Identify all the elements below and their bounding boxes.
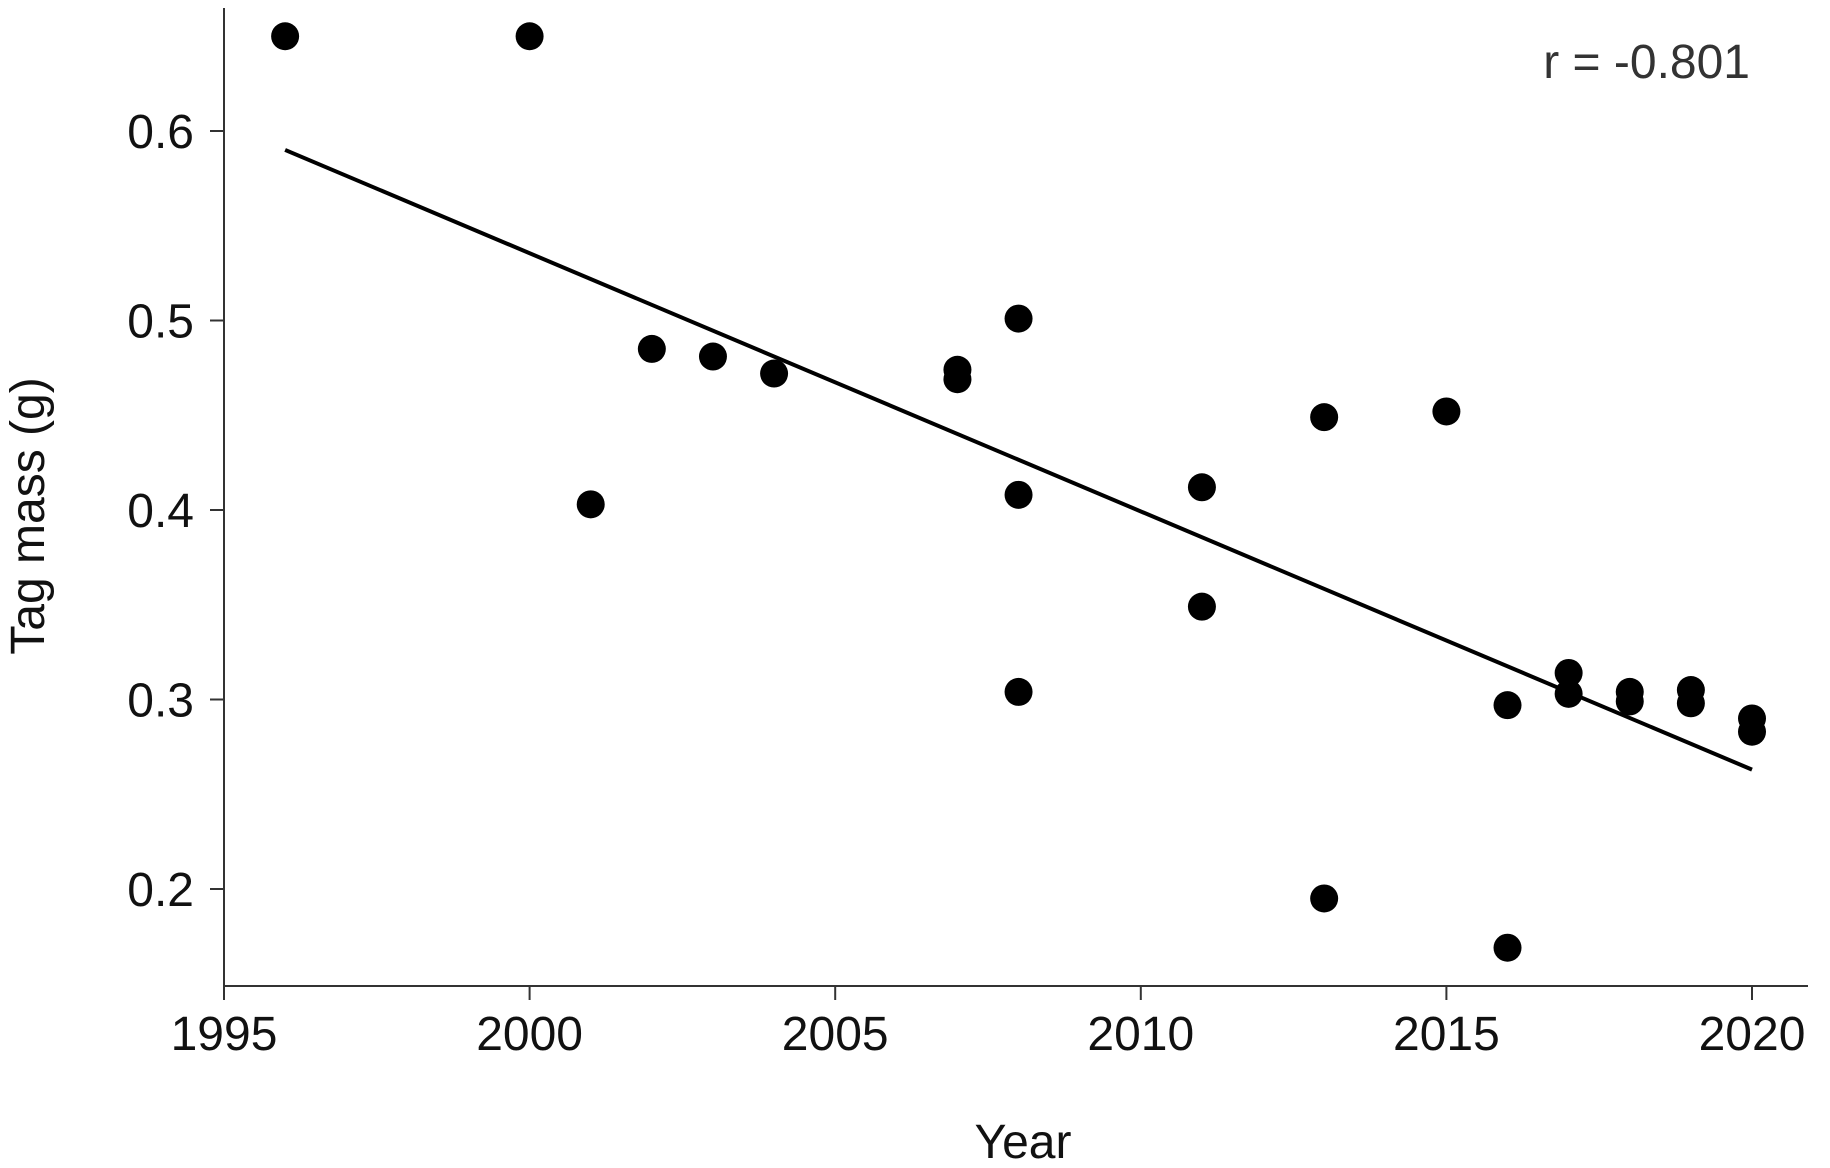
data-point [1004, 480, 1033, 509]
y-tick-label: 0.3 [127, 675, 194, 728]
data-point [1615, 687, 1644, 716]
data-point [1310, 403, 1339, 432]
data-points [271, 22, 1766, 962]
correlation-annotation: r = -0.801 [1543, 36, 1750, 89]
data-point [1738, 717, 1766, 746]
trend-line [284, 148, 1753, 772]
y-tick-label: 0.4 [127, 485, 194, 538]
data-point [1493, 691, 1522, 720]
x-tick-label: 2010 [1087, 1008, 1194, 1061]
data-point [271, 22, 300, 51]
data-point [1004, 677, 1033, 706]
data-point [1310, 884, 1339, 913]
data-point [1432, 397, 1461, 426]
data-point [1554, 679, 1583, 708]
x-tick-label: 2015 [1393, 1008, 1500, 1061]
data-point [1187, 592, 1216, 621]
data-point [1187, 473, 1216, 502]
data-point [760, 359, 789, 388]
data-point [1493, 933, 1522, 962]
data-point [698, 342, 727, 371]
y-tick-label: 0.5 [127, 296, 194, 349]
x-tick-label: 2020 [1699, 1008, 1806, 1061]
data-point [515, 22, 544, 51]
y-axis-label: Tag mass (g) [2, 377, 55, 654]
data-point [576, 490, 605, 519]
x-tick-label: 2000 [476, 1008, 583, 1061]
data-point [637, 334, 666, 363]
x-tick-label: 1995 [171, 1008, 278, 1061]
trend-line-group [284, 148, 1753, 772]
y-tick-label: 0.2 [127, 864, 194, 917]
x-tick-label: 2005 [782, 1008, 889, 1061]
data-point [1004, 304, 1033, 333]
data-point [1676, 689, 1705, 718]
data-point [1554, 658, 1583, 687]
data-point [943, 365, 972, 394]
axes: 1995 2000 2005 2010 2015 2020 0.2 0.3 0.4 0.5 0.6 [127, 8, 1808, 1061]
y-tick-label: 0.6 [127, 106, 194, 159]
x-axis-label: Year [975, 1116, 1072, 1168]
